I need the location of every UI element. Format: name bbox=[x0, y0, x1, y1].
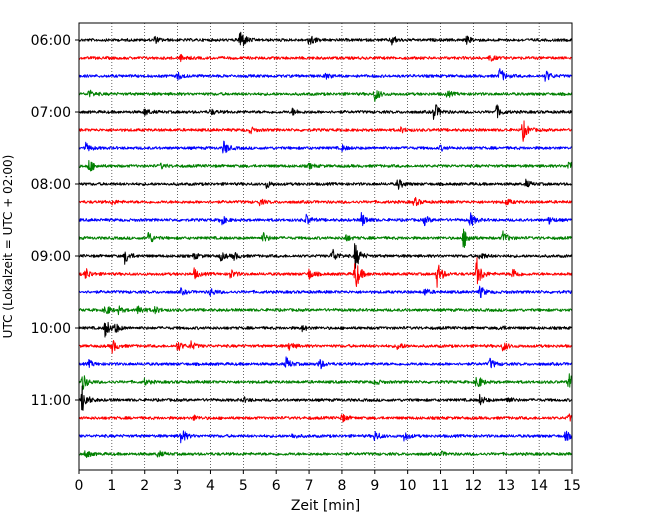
y-tick-label: 06:00 bbox=[31, 33, 71, 49]
trace-line bbox=[78, 285, 573, 298]
x-tick-label: 13 bbox=[497, 478, 515, 494]
trace-line bbox=[78, 212, 573, 227]
trace-line bbox=[78, 356, 573, 370]
y-tick-label: 07:00 bbox=[31, 105, 71, 121]
trace-line bbox=[78, 340, 573, 354]
x-axis: 0 1 2 3 4 5 6 7 8 9 10 11 12 13 14 15 bbox=[75, 470, 581, 494]
trace-line bbox=[78, 178, 573, 190]
x-tick-label: 3 bbox=[173, 478, 182, 494]
trace-line bbox=[78, 305, 573, 316]
x-tick-label: 5 bbox=[239, 478, 248, 494]
trace-line bbox=[78, 450, 573, 459]
x-tick-label: 11 bbox=[432, 478, 450, 494]
x-tick-label: 2 bbox=[140, 478, 149, 494]
trace-line bbox=[78, 120, 573, 142]
trace-line bbox=[78, 321, 573, 338]
x-tick-label: 10 bbox=[399, 478, 417, 494]
x-tick-label: 0 bbox=[75, 478, 84, 494]
y-tick-label: 10:00 bbox=[31, 321, 71, 337]
y-axis-label: UTC (Lokalzeit = UTC + 02:00) bbox=[1, 155, 15, 339]
plot-frame bbox=[78, 22, 573, 471]
x-tick-label: 9 bbox=[370, 478, 379, 494]
trace-line bbox=[78, 140, 573, 154]
x-tick-label: 8 bbox=[337, 478, 346, 494]
seismic-traces bbox=[78, 31, 573, 459]
y-tick-label: 08:00 bbox=[31, 177, 71, 193]
trace-line bbox=[78, 373, 573, 391]
y-tick-label: 11:00 bbox=[31, 393, 71, 409]
x-axis-label: Zeit [min] bbox=[291, 498, 360, 514]
x-tick-label: 14 bbox=[530, 478, 548, 494]
x-tick-label: 12 bbox=[464, 478, 482, 494]
trace-line bbox=[78, 196, 573, 207]
grid-lines bbox=[111, 23, 540, 470]
trace-line bbox=[78, 228, 573, 248]
x-tick-label: 4 bbox=[206, 478, 215, 494]
trace-line bbox=[78, 104, 573, 120]
trace-line bbox=[78, 160, 573, 172]
trace-line bbox=[78, 385, 573, 411]
y-tick-label: 09:00 bbox=[31, 249, 71, 265]
trace-line bbox=[78, 89, 573, 102]
x-tick-label: 1 bbox=[107, 478, 116, 494]
trace-line bbox=[78, 31, 573, 47]
x-tick-label: 7 bbox=[305, 478, 314, 494]
trace-line bbox=[78, 257, 573, 288]
trace-line bbox=[78, 53, 573, 63]
y-axis: 06:00 07:00 08:00 09:00 10:00 11:00 bbox=[31, 33, 79, 409]
x-tick-label: 6 bbox=[272, 478, 281, 494]
x-tick-label: 15 bbox=[563, 478, 581, 494]
trace-line bbox=[78, 68, 573, 82]
trace-line bbox=[78, 243, 573, 269]
trace-line bbox=[78, 413, 573, 423]
trace-line bbox=[78, 430, 573, 444]
